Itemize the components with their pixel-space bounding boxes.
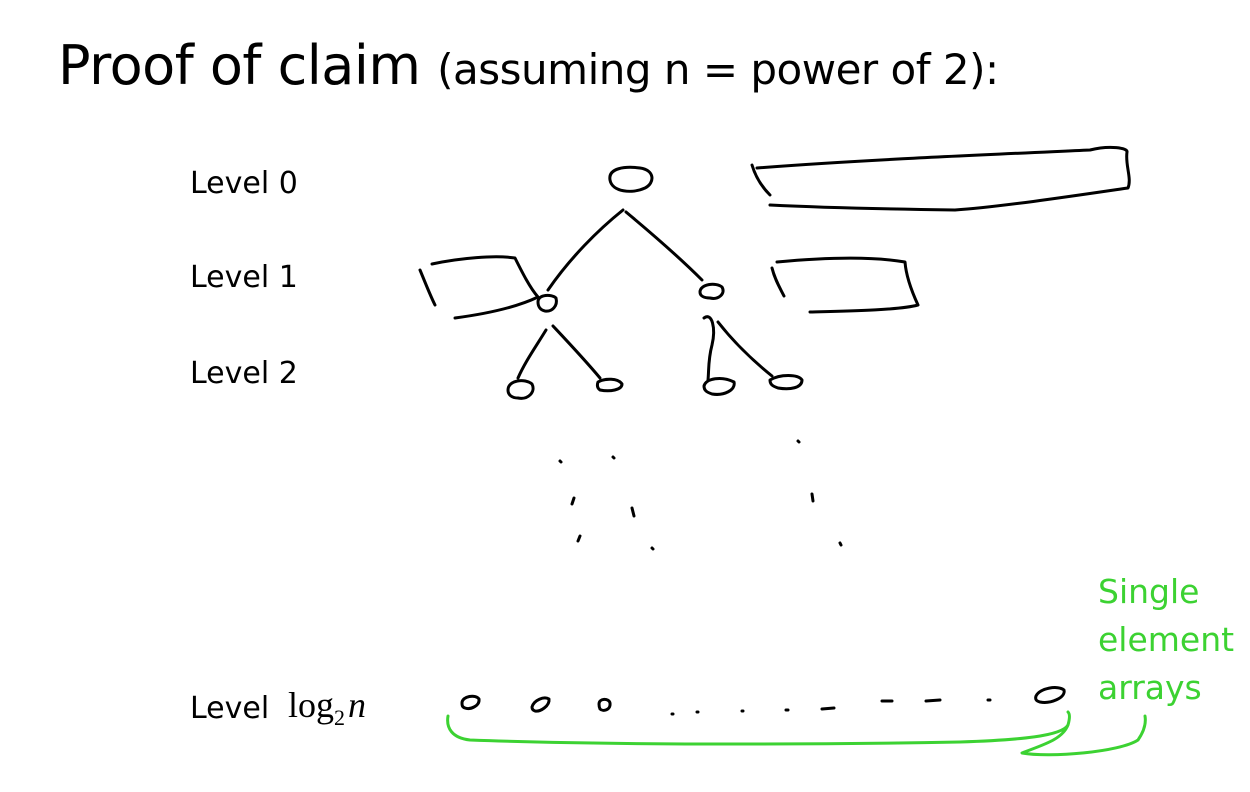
single-element-note: Single element arrays [1098,568,1234,712]
leaf-node-last [1034,686,1066,704]
level-2-node-4 [768,374,804,391]
level-last-label: Level [190,691,270,726]
leaf-continuation-dashes [670,698,992,716]
right-subtree-right-branch [716,320,774,378]
leaf-node-3 [597,697,612,712]
left-subtree-left-branch [516,328,548,380]
title-main: Proof of claim [58,34,421,97]
log-subscript: 2 [334,705,346,731]
note-line-1: Single [1098,572,1200,611]
level-2-node-1 [506,379,535,400]
note-line-2: element [1098,620,1235,659]
root-right-branch [624,210,704,282]
root-node [608,165,654,193]
slide-title: Proof of claim (assuming n = power of 2)… [58,34,999,97]
root-left-branch [546,208,625,292]
level-1-label: Level 1 [190,260,298,295]
title-subtitle: (assuming n = power of 2): [437,45,999,94]
level-2-node-2 [595,377,624,393]
note-line-3: arrays [1098,668,1202,707]
continuation-dots [558,439,843,551]
level-1-left-node [536,293,558,313]
level-0-label: Level 0 [190,166,298,201]
level-2-label: Level 2 [190,356,298,391]
level-1-right-array-bracket [770,256,920,314]
log2n-formula: log2 n [288,684,366,731]
leaf-node-1 [460,694,481,710]
level-1-left-array-bracket [418,255,540,320]
single-element-brace [446,710,1147,757]
n-variable: n [348,685,367,725]
level-0-array-bracket [750,145,1131,212]
left-subtree-right-branch [551,324,602,380]
log-text: log [288,685,335,725]
level-2-node-3 [702,377,736,396]
level-1-right-node [698,282,725,300]
leaf-node-2 [530,696,551,713]
right-subtree-left-branch [702,315,716,382]
